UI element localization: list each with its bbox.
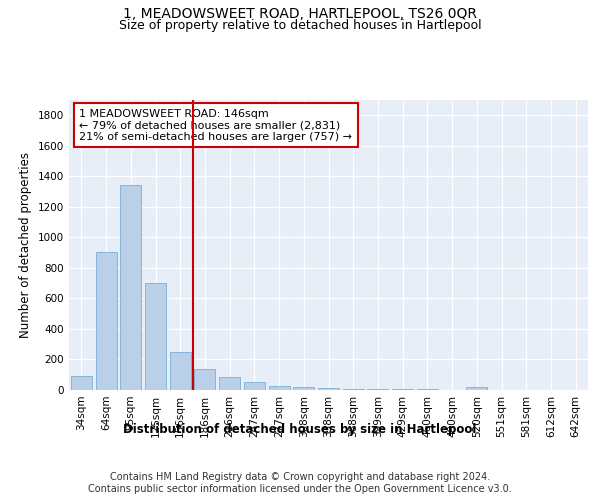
Bar bbox=[269, 386, 290, 390]
Text: 1 MEADOWSWEET ROAD: 146sqm
← 79% of detached houses are smaller (2,831)
21% of s: 1 MEADOWSWEET ROAD: 146sqm ← 79% of deta… bbox=[79, 108, 352, 142]
Bar bbox=[194, 368, 215, 390]
Bar bbox=[219, 377, 240, 390]
Bar bbox=[95, 252, 116, 390]
Bar bbox=[293, 387, 314, 390]
Text: Distribution of detached houses by size in Hartlepool: Distribution of detached houses by size … bbox=[124, 422, 476, 436]
Bar bbox=[145, 283, 166, 390]
Text: 1, MEADOWSWEET ROAD, HARTLEPOOL, TS26 0QR: 1, MEADOWSWEET ROAD, HARTLEPOOL, TS26 0Q… bbox=[123, 8, 477, 22]
Y-axis label: Number of detached properties: Number of detached properties bbox=[19, 152, 32, 338]
Bar bbox=[318, 388, 339, 390]
Bar bbox=[367, 389, 388, 390]
Bar bbox=[170, 352, 191, 390]
Text: Size of property relative to detached houses in Hartlepool: Size of property relative to detached ho… bbox=[119, 18, 481, 32]
Bar bbox=[417, 389, 438, 390]
Bar bbox=[392, 389, 413, 390]
Bar bbox=[120, 184, 141, 390]
Bar bbox=[71, 376, 92, 390]
Bar bbox=[343, 389, 364, 390]
Bar bbox=[466, 387, 487, 390]
Bar bbox=[244, 382, 265, 390]
Text: Contains HM Land Registry data © Crown copyright and database right 2024.
Contai: Contains HM Land Registry data © Crown c… bbox=[88, 472, 512, 494]
